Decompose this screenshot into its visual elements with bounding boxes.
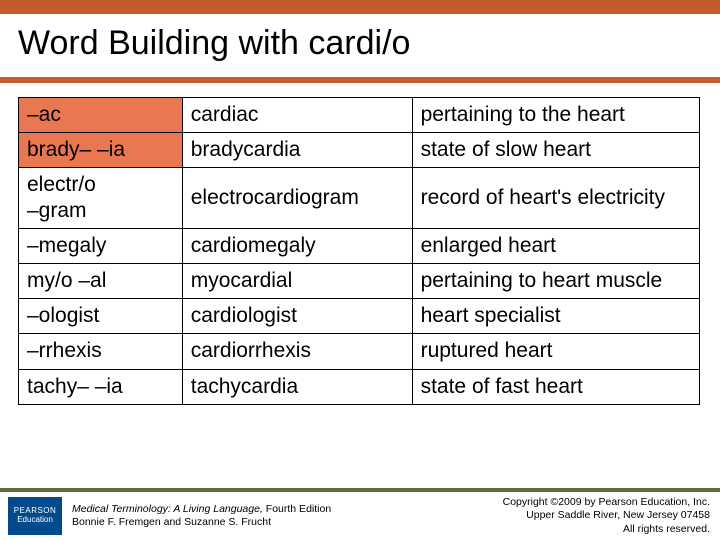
table-row: brady– –iabradycardiastate of slow heart bbox=[19, 133, 700, 168]
table-row: tachy– –iatachycardiastate of fast heart bbox=[19, 369, 700, 404]
book-title-line: Medical Terminology: A Living Language, … bbox=[72, 503, 331, 516]
book-info: Medical Terminology: A Living Language, … bbox=[72, 503, 331, 529]
table-row: –megalycardiomegalyenlarged heart bbox=[19, 228, 700, 263]
book-authors: Bonnie F. Fremgen and Suzanne S. Frucht bbox=[72, 516, 331, 529]
slide-title: Word Building with cardi/o bbox=[18, 24, 702, 63]
pearson-logo: PEARSON Education bbox=[8, 497, 62, 535]
cell-term: cardiac bbox=[182, 98, 412, 133]
cell-definition: record of heart's electricity bbox=[412, 168, 699, 228]
cell-parts: electr/o –gram bbox=[19, 168, 183, 228]
table-row: –accardiacpertaining to the heart bbox=[19, 98, 700, 133]
title-area: Word Building with cardi/o bbox=[0, 14, 720, 71]
cell-definition: ruptured heart bbox=[412, 334, 699, 369]
table-row: electr/o –gramelectrocardiogramrecord of… bbox=[19, 168, 700, 228]
cell-term: bradycardia bbox=[182, 133, 412, 168]
cell-definition: pertaining to heart muscle bbox=[412, 263, 699, 298]
cell-term: tachycardia bbox=[182, 369, 412, 404]
top-accent-bar bbox=[0, 0, 720, 14]
cell-parts: –ologist bbox=[19, 299, 183, 334]
cell-parts: –ac bbox=[19, 98, 183, 133]
copyright-line1: Copyright ©2009 by Pearson Education, In… bbox=[503, 496, 710, 509]
cell-definition: state of fast heart bbox=[412, 369, 699, 404]
footer: PEARSON Education Medical Terminology: A… bbox=[0, 488, 720, 540]
cell-term: cardiologist bbox=[182, 299, 412, 334]
cell-term: electrocardiogram bbox=[182, 168, 412, 228]
copyright-line3: All rights reserved. bbox=[503, 523, 710, 536]
cell-definition: state of slow heart bbox=[412, 133, 699, 168]
cell-term: myocardial bbox=[182, 263, 412, 298]
book-edition: Fourth Edition bbox=[266, 503, 331, 515]
table-row: –rrhexiscardiorrhexisruptured heart bbox=[19, 334, 700, 369]
content-area: –accardiacpertaining to the heartbrady– … bbox=[0, 83, 720, 405]
logo-line2: Education bbox=[17, 516, 53, 525]
cell-term: cardiomegaly bbox=[182, 228, 412, 263]
cell-term: cardiorrhexis bbox=[182, 334, 412, 369]
cell-parts: my/o –al bbox=[19, 263, 183, 298]
table-row: my/o –almyocardialpertaining to heart mu… bbox=[19, 263, 700, 298]
cell-definition: enlarged heart bbox=[412, 228, 699, 263]
table-row: –ologistcardiologistheart specialist bbox=[19, 299, 700, 334]
table-body: –accardiacpertaining to the heartbrady– … bbox=[19, 98, 700, 405]
word-building-table: –accardiacpertaining to the heartbrady– … bbox=[18, 97, 700, 405]
cell-definition: heart specialist bbox=[412, 299, 699, 334]
copyright-line2: Upper Saddle River, New Jersey 07458 bbox=[503, 509, 710, 522]
copyright-block: Copyright ©2009 by Pearson Education, In… bbox=[503, 496, 710, 535]
cell-parts: –megaly bbox=[19, 228, 183, 263]
cell-parts: –rrhexis bbox=[19, 334, 183, 369]
cell-parts: tachy– –ia bbox=[19, 369, 183, 404]
footer-left: PEARSON Education Medical Terminology: A… bbox=[8, 497, 331, 535]
cell-parts: brady– –ia bbox=[19, 133, 183, 168]
book-title: Medical Terminology: A Living Language, bbox=[72, 503, 266, 515]
cell-definition: pertaining to the heart bbox=[412, 98, 699, 133]
